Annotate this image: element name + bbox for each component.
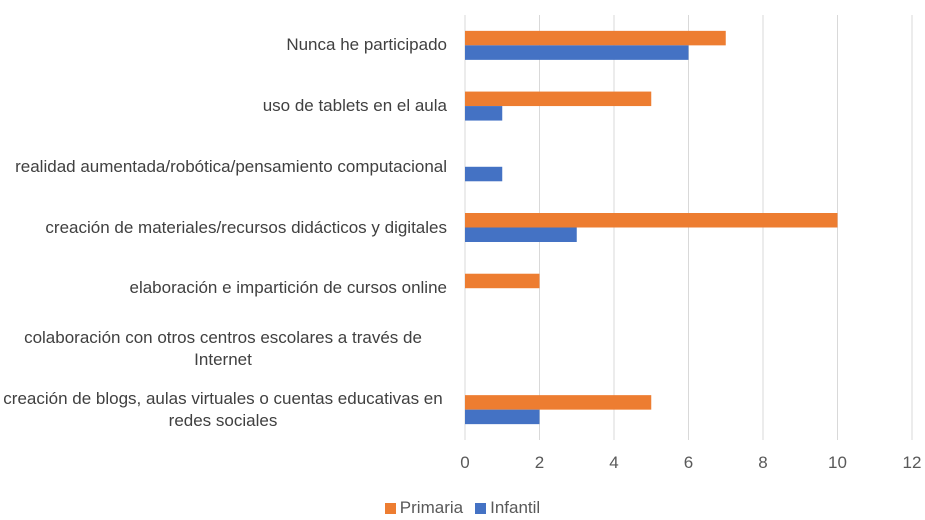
bar — [465, 395, 652, 410]
bar — [465, 91, 652, 107]
category-text: realidad aumentada/robótica/pensamiento … — [15, 156, 447, 176]
x-tick-label: 4 — [609, 453, 618, 472]
bar — [465, 273, 540, 289]
category-label: elaboración e impartición de cursos onli… — [0, 277, 447, 299]
legend-label: Primaria — [399, 498, 464, 517]
x-tick-label: 0 — [460, 453, 469, 472]
x-tick-label: 2 — [535, 453, 544, 472]
category-text: colaboración con otros centros escolares… — [24, 327, 422, 369]
category-text: uso de tablets en el aula — [262, 96, 447, 116]
legend-label: Infantil — [490, 498, 541, 517]
category-text: creación de blogs, aulas virtuales o cue… — [3, 388, 443, 430]
x-tick-label: 8 — [758, 453, 767, 472]
category-text: Nunca he participado — [286, 35, 447, 55]
category-label: uso de tablets en el aula — [0, 95, 447, 117]
bar — [465, 45, 689, 60]
category-text: creación de materiales/recursos didáctic… — [45, 217, 447, 237]
x-tick-label: 10 — [828, 453, 847, 472]
x-tick-label: 12 — [903, 453, 922, 472]
category-label: creación de materiales/recursos didáctic… — [0, 217, 447, 239]
category-label: colaboración con otros centros escolares… — [0, 327, 447, 371]
category-text: elaboración e impartición de cursos onli… — [129, 278, 447, 298]
legend-item: Infantil — [475, 498, 540, 518]
bar — [465, 106, 503, 121]
category-label: realidad aumentada/robótica/pensamiento … — [0, 156, 447, 178]
bar — [465, 409, 540, 425]
bar — [465, 166, 503, 182]
legend-item: Primaria — [384, 498, 464, 518]
legend: Primaria Infantil — [0, 498, 925, 518]
category-label: creación de blogs, aulas virtuales o cue… — [0, 388, 447, 432]
bar — [465, 227, 577, 242]
x-tick-label: 6 — [684, 453, 693, 472]
legend-swatch — [384, 502, 396, 514]
category-label: Nunca he participado — [0, 34, 447, 56]
bar — [465, 30, 726, 46]
legend-swatch — [475, 502, 487, 514]
bar — [465, 213, 838, 228]
